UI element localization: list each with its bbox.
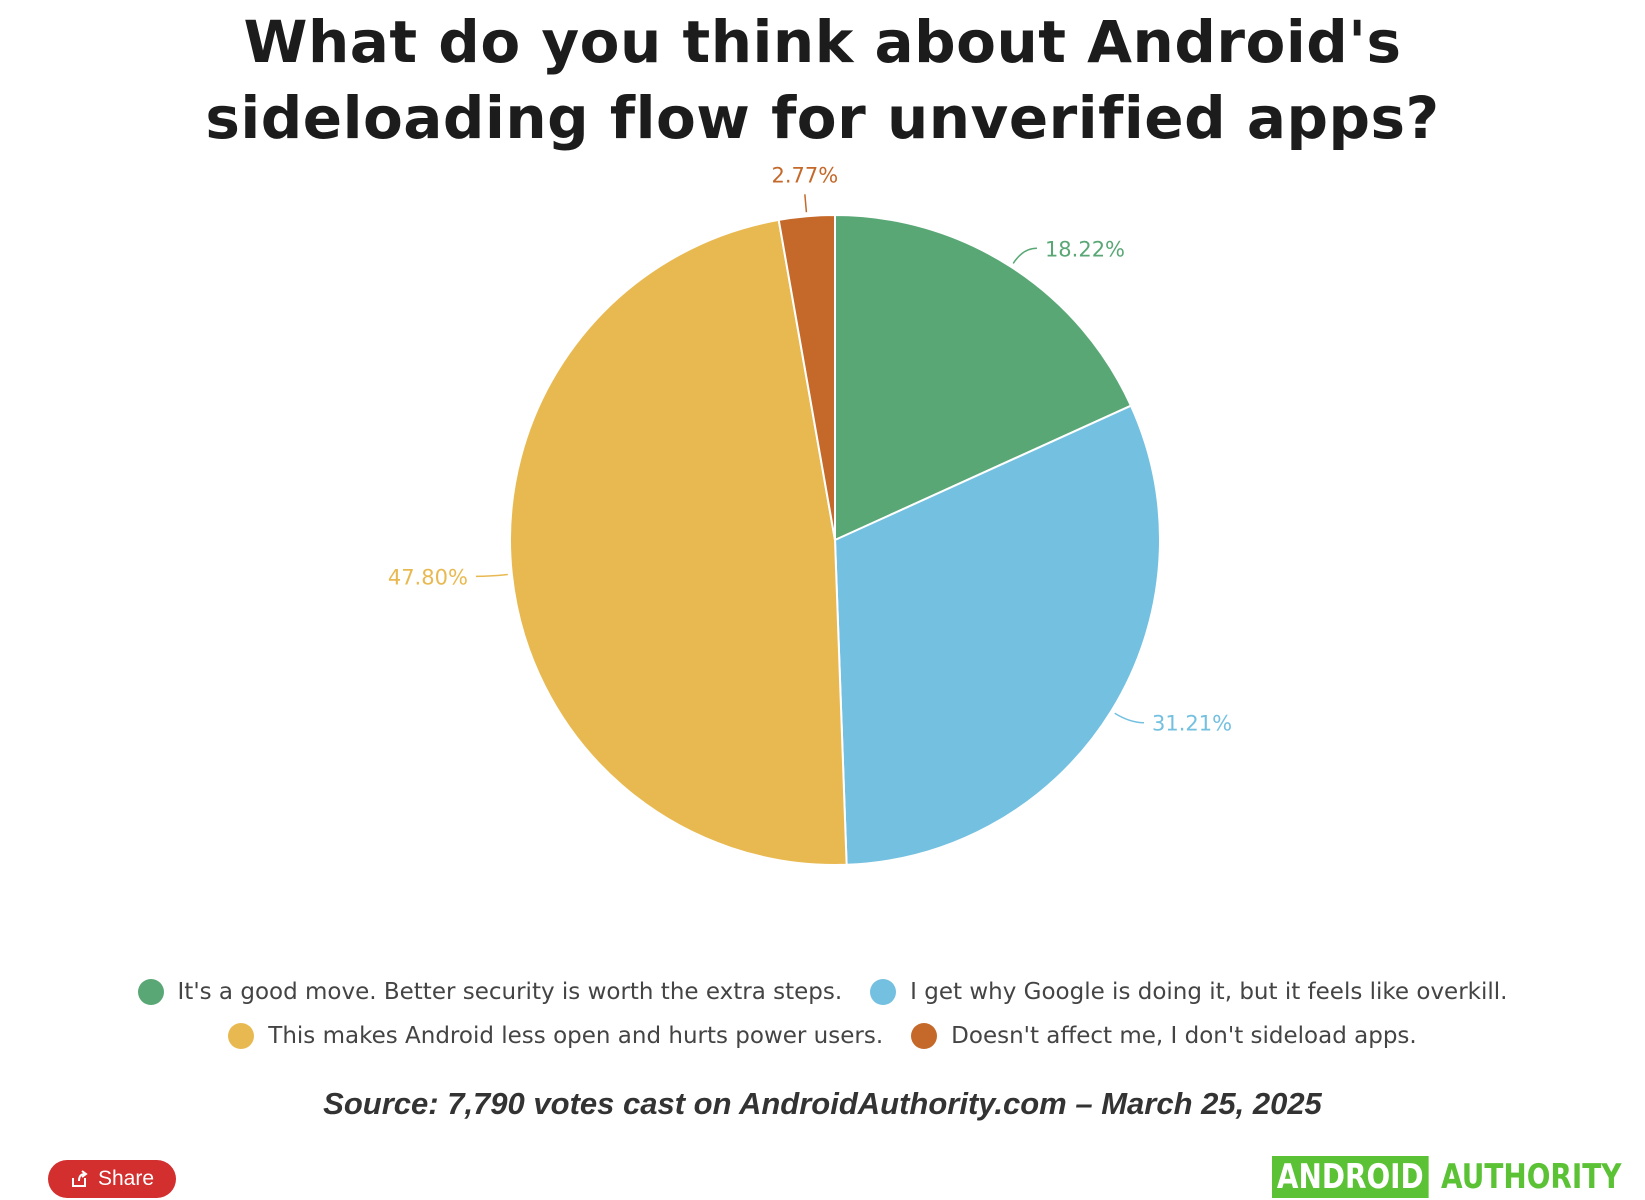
slice-overkill[interactable] — [833, 404, 1161, 866]
share-icon — [71, 1170, 88, 1187]
logo-part-2: AUTHORITY — [1440, 1157, 1622, 1197]
slice-value-label: 18.22% — [1045, 237, 1125, 261]
share-button[interactable]: Share — [48, 1160, 176, 1198]
legend-row-2: This makes Android less open and hurts p… — [0, 1014, 1645, 1058]
leader-line — [804, 194, 808, 213]
leader-line — [475, 573, 508, 578]
pie-chart: 18.22% 31.21% 47.80% 2.77% — [388, 163, 1232, 866]
legend-row-1: It's a good move. Better security is wor… — [0, 970, 1645, 1014]
logo-part-1: ANDROID — [1272, 1156, 1429, 1198]
legend-item-overkill[interactable]: I get why Google is doing it, but it fee… — [870, 979, 1507, 1005]
legend-item-no-effect[interactable]: Doesn't affect me, I don't sideload apps… — [911, 1023, 1417, 1049]
leader-line — [1012, 247, 1037, 264]
legend-dot-blue — [870, 979, 897, 1005]
legend-item-good-move[interactable]: It's a good move. Better security is wor… — [137, 979, 843, 1005]
legend-dot-yellow — [228, 1023, 255, 1049]
legend-label: I get why Google is doing it, but it fee… — [910, 979, 1508, 1005]
slice-less-open[interactable] — [509, 218, 848, 866]
slice-value-label: 31.21% — [1152, 712, 1232, 736]
title-line-1: What do you think about Android's — [243, 8, 1402, 76]
share-label: Share — [97, 1167, 155, 1190]
title-line-2: sideloading flow for unverified apps? — [205, 84, 1440, 152]
legend-dot-orange — [911, 1023, 938, 1049]
slice-value-label: 47.80% — [388, 565, 468, 589]
legend: It's a good move. Better security is wor… — [0, 970, 1645, 1058]
source-caption: Source: 7,790 votes cast on AndroidAutho… — [323, 1086, 1322, 1121]
slice-no-effect[interactable] — [777, 213, 836, 541]
leader-line — [1114, 712, 1145, 724]
slice-good-move[interactable] — [834, 213, 1133, 542]
legend-label: This makes Android less open and hurts p… — [268, 1023, 884, 1049]
android-authority-logo: ANDROID AUTHORITY — [1272, 1156, 1645, 1198]
chart-title: What do you think about Android's sidelo… — [0, 4, 1645, 156]
legend-item-less-open[interactable]: This makes Android less open and hurts p… — [228, 1023, 883, 1049]
slice-value-label: 2.77% — [771, 163, 838, 187]
legend-label: Doesn't affect me, I don't sideload apps… — [951, 1023, 1417, 1049]
legend-label: It's a good move. Better security is wor… — [177, 979, 843, 1005]
legend-dot-green — [137, 979, 164, 1005]
